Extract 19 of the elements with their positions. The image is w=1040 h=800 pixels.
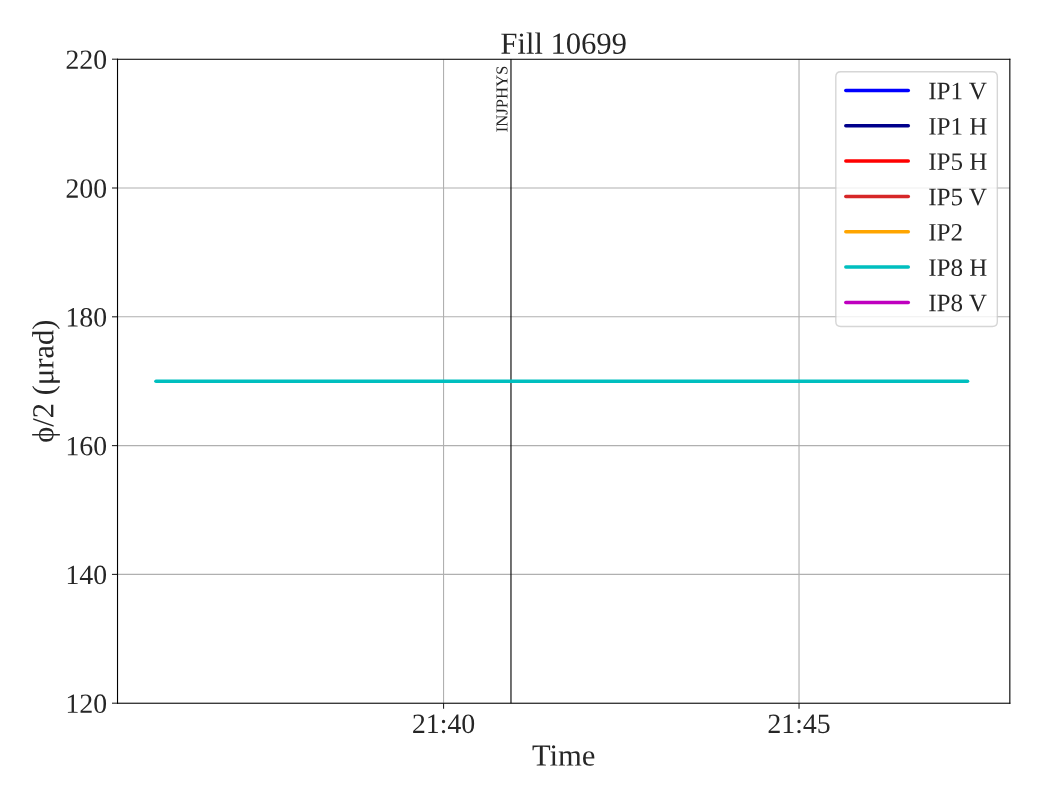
y-tick-label: 120 [67, 694, 107, 714]
legend-label: IP1 V [929, 82, 987, 100]
chart-title: Fill 10699 [501, 32, 626, 54]
x-tick-label: 21:45 [768, 714, 830, 734]
legend-label: IP5 H [929, 153, 987, 171]
y-tick-label: 180 [67, 307, 107, 327]
y-tick-label: 140 [67, 565, 107, 585]
legend-label: IP5 V [929, 188, 987, 206]
legend-label: IP8 H [929, 259, 987, 277]
legend-label: IP8 V [929, 294, 987, 312]
y-tick-label: 160 [67, 436, 107, 456]
y-tick-label: 220 [66, 50, 107, 70]
x-axis-title: Time [532, 745, 595, 766]
legend-label: IP1 H [929, 118, 987, 135]
y-tick-label: 200 [66, 179, 107, 198]
y-axis-title: ϕ/2 (μrad) [32, 320, 60, 442]
ref-line-label: INJPHYS [496, 66, 508, 132]
legend-label: IP2 [929, 223, 962, 241]
x-tick-label: 21:40 [413, 714, 475, 734]
